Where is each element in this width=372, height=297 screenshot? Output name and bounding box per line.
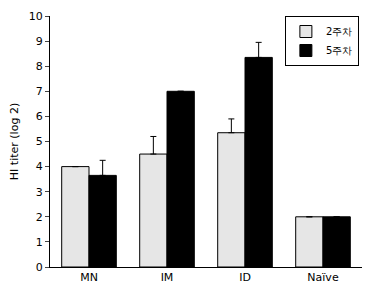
svg-text:0: 0	[36, 261, 43, 274]
svg-text:MN: MN	[80, 271, 98, 284]
svg-text:9: 9	[36, 35, 43, 48]
svg-text:3: 3	[36, 186, 43, 199]
svg-text:2주차: 2주차	[326, 26, 352, 37]
svg-text:5: 5	[36, 135, 43, 148]
svg-text:8: 8	[36, 60, 43, 73]
svg-text:1: 1	[36, 236, 43, 249]
svg-text:HI titer (log 2): HI titer (log 2)	[8, 103, 21, 180]
svg-text:4: 4	[36, 160, 43, 173]
svg-text:6: 6	[36, 110, 43, 123]
svg-text:2: 2	[36, 211, 43, 224]
svg-text:IM: IM	[161, 271, 174, 284]
svg-text:ID: ID	[239, 271, 251, 284]
svg-text:5주차: 5주차	[326, 45, 352, 56]
svg-text:10: 10	[29, 10, 43, 23]
svg-text:7: 7	[36, 85, 43, 98]
svg-text:Naïve: Naïve	[307, 271, 339, 284]
